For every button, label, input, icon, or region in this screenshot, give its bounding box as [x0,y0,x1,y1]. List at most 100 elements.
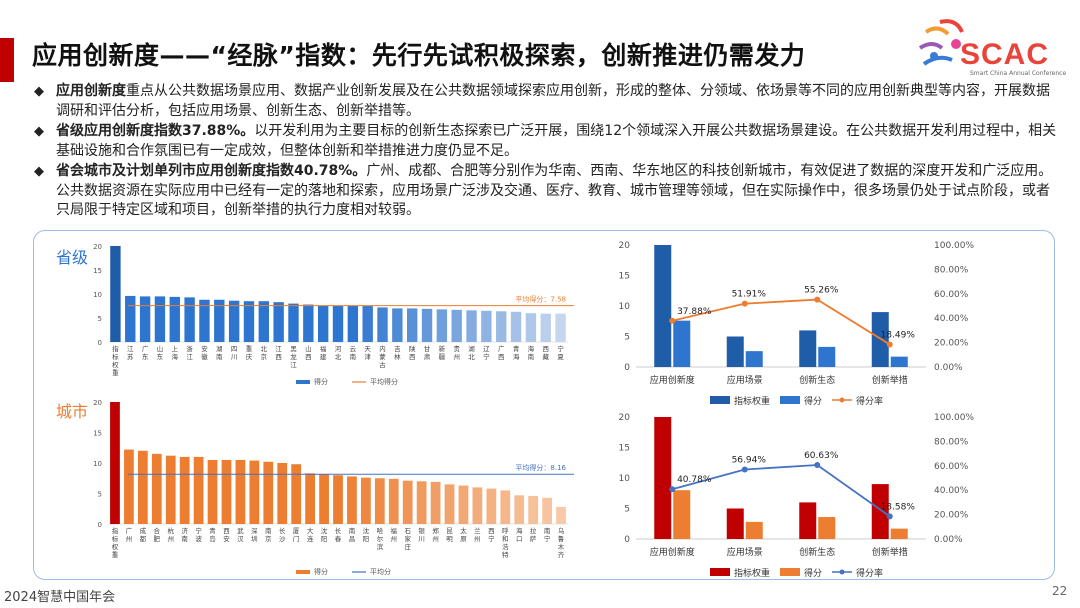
x-tick-label: 夏 [557,353,564,361]
rate-point [669,317,676,324]
x-tick-label: 昌 [349,535,356,543]
legend-label: 平均分 [370,567,391,576]
x-tick-label: 宁 [557,344,564,353]
x-tick-label: 江 [290,361,297,369]
x-tick-label: 浩 [502,542,509,551]
x-tick-label: 内 [379,344,386,353]
y2-tick-label: 40.00% [934,486,969,496]
y-tick-label: 10 [93,460,102,468]
bar [444,484,455,524]
x-tick-label: 河 [335,345,342,353]
bar [528,495,539,524]
rate-label: 55.26% [804,286,839,296]
bar [362,306,373,342]
x-tick-label: 庆 [246,352,253,361]
bar [291,464,302,524]
bar [179,456,190,524]
bar [333,475,343,524]
x-tick-label: 州 [432,535,439,543]
x-tick-label: 阳 [321,534,328,543]
legend-label: 得分 [314,377,328,386]
x-tick-label: 庄 [404,542,411,551]
bar [263,461,274,524]
x-tick-label: 古 [379,360,386,369]
rate-point [741,300,748,307]
legend-label: 平均得分 [370,377,398,386]
x-tick-label: 疆 [439,353,446,361]
logo-subtitle: Smart China Annual Conference [970,70,1067,77]
bar [165,455,176,524]
x-tick-label: 指 [112,526,119,535]
bar [235,459,246,524]
rate-line [672,298,891,346]
x-tick-label: 石 [404,527,411,535]
x-tick-label: 标 [112,534,119,543]
x-tick-label: 州 [453,353,460,361]
x-tick-label: 南 [528,352,535,361]
bar [421,308,433,342]
bar [154,296,166,342]
rate-line [672,464,891,518]
bar [514,495,525,524]
y2-tick-label: 20.00% [934,511,969,521]
score-bar [745,521,763,539]
y2-tick-label: 0.00% [934,363,963,373]
x-tick-label: 海 [528,344,535,353]
y2-tick-label: 80.00% [934,265,969,275]
y-tick-label: 20 [93,243,102,251]
x-tick-label: 家 [404,534,411,543]
x-tick-label: 江 [186,353,193,361]
legend-swatch [296,570,310,574]
legend-swatch [839,569,845,575]
y-tick-label: 5 [98,315,102,323]
bullet-item: ◆ 应用创新度重点从公共数据场景应用、数据产业创新发展及在公共数据领域探索应用创… [34,82,1058,121]
x-tick-label: 西 [409,353,416,361]
logo-swirl-icon [918,19,964,66]
rate-point [886,341,893,348]
y-tick-label: 5 [624,505,630,515]
x-tick-label: 滨 [377,542,384,551]
x-tick-label: 肥 [154,535,161,543]
bar [496,311,507,342]
x-tick-label: 权 [112,542,119,551]
x-tick-label: 京 [261,352,268,361]
weight-bar [871,484,889,539]
x-tick-label: 都 [140,535,147,543]
weight-bar [799,330,817,367]
y-tick-label: 10 [619,474,631,484]
score-bar [745,351,763,367]
bar [374,478,385,524]
x-tick-label: 江 [275,345,282,353]
weight-bar [726,508,744,539]
x-tick-label: 合 [154,526,161,535]
x-tick-label: 长 [335,526,342,535]
bullet-text: 重点从公共数据场景应用、数据产业创新发展及在公共数据领域探索应用创新，形成的整体… [56,83,1050,119]
bar [542,497,552,524]
bar [303,304,314,342]
x-tick-label: 州 [391,535,398,543]
x-tick-label: 昆 [446,527,453,535]
x-tick-label: 武 [237,526,244,535]
x-tick-label: 门 [293,534,300,543]
bar [540,313,551,342]
rate-point [741,466,748,473]
x-tick-label: 齐 [558,550,565,559]
x-tick-label: 州 [167,535,174,543]
bar [288,303,299,342]
y-tick-label: 15 [93,430,102,438]
page-number: 22 [1052,584,1068,598]
x-tick-label: 山 [305,344,312,353]
x-tick-label: 北 [261,345,268,353]
legend-label: 得分 [804,395,822,407]
y-tick-label: 0 [624,535,630,545]
rate-label: 51.91% [732,290,767,300]
y-tick-label: 0 [98,521,102,529]
bar [481,310,492,342]
rate-label: 18.58% [881,502,916,512]
x-tick-label: 应用创新度 [650,546,695,558]
y-tick-label: 10 [93,291,102,299]
x-tick-label: 甘 [424,344,431,353]
x-tick-label: 重 [112,369,119,377]
rate-point [814,296,821,303]
y2-tick-label: 0.00% [934,535,963,545]
